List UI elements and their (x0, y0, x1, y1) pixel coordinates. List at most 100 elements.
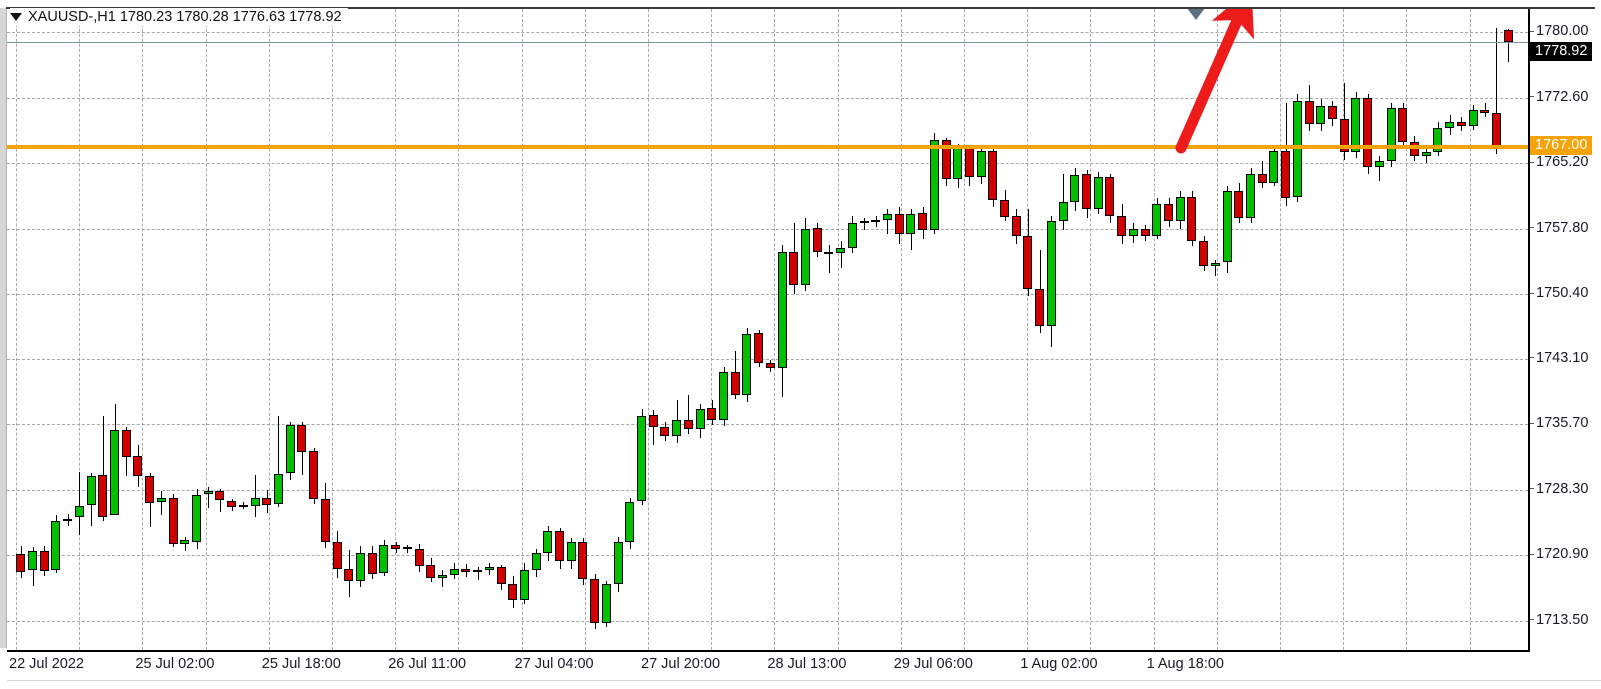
gridline-vertical (900, 9, 902, 650)
gridline-horizontal (7, 228, 1528, 230)
candle-wick (829, 244, 830, 273)
gridline-vertical (1280, 9, 1281, 650)
candle-wick (478, 566, 479, 581)
candle-body-bullish (63, 518, 72, 521)
candle-body-bearish (1328, 106, 1337, 119)
candle-body-bearish (813, 227, 822, 252)
price-tick: 1757.80 (1530, 220, 1588, 236)
chart-scrollbar[interactable] (0, 8, 7, 648)
order-level-line[interactable] (7, 145, 1528, 150)
gridline-horizontal (7, 358, 1528, 360)
candle-body-bearish (1340, 118, 1349, 153)
candle-body-bullish (1070, 174, 1079, 202)
candle-body-bullish (1387, 108, 1396, 162)
candle-body-bearish (368, 552, 377, 574)
price-scale[interactable]: 1780.00 1772.60 1765.20 1757.80 1750.40 1743.… (1530, 9, 1601, 650)
candle-body-bearish (1199, 240, 1208, 266)
price-tick: 1735.70 (1530, 415, 1588, 431)
candle-wick (1496, 28, 1497, 155)
candle-body-bullish (1445, 122, 1454, 128)
candle-body-bullish (1433, 127, 1442, 153)
order-level-badge[interactable]: 1767.00 (1530, 136, 1593, 156)
candle-body-bullish (836, 248, 845, 254)
candle-body-bullish (871, 219, 880, 222)
candle-body-bearish (344, 568, 353, 581)
candle-body-bullish (696, 409, 705, 429)
candle-body-bearish (1480, 109, 1489, 114)
candle-body-bullish (1375, 161, 1384, 167)
chart-plot-area[interactable] (7, 9, 1530, 652)
candle-body-bearish (1105, 177, 1114, 217)
candle-body-bullish (251, 497, 260, 506)
candle-body-bearish (1141, 228, 1150, 236)
candle-body-bullish (75, 505, 84, 518)
candle-body-bearish (145, 476, 154, 504)
candle-wick (1379, 155, 1380, 181)
candle-body-bearish (1000, 200, 1009, 218)
candle-body-bearish (262, 497, 271, 505)
symbol-header: XAUUSD-,H1 1780.23 1780.28 1776.63 1778.… (10, 8, 348, 26)
candle-body-bullish (1047, 221, 1056, 326)
candle-body-bearish (731, 371, 740, 395)
candle-body-bearish (1164, 203, 1173, 222)
candle-body-bullish (860, 221, 869, 224)
candle-body-bullish (1129, 228, 1138, 236)
candle-body-bearish (649, 415, 658, 427)
candle-body-bullish (883, 214, 892, 220)
candle-body-bearish (391, 544, 400, 550)
bid-price-line (7, 41, 1528, 43)
sell-position-marker[interactable] (1187, 9, 1205, 20)
candle-wick (442, 570, 443, 588)
candle-wick (103, 416, 104, 521)
candle-body-bullish (1152, 203, 1161, 236)
candle-body-bullish (110, 430, 119, 516)
price-tick: 1743.10 (1530, 350, 1588, 366)
candle-body-bullish (953, 148, 962, 179)
candle-body-bullish (1223, 191, 1232, 263)
candle-body-bullish (1176, 196, 1185, 222)
candle-body-bearish (1281, 150, 1290, 199)
gridline-vertical (1216, 9, 1218, 650)
candle-body-bearish (1012, 216, 1021, 236)
gridline-vertical (268, 9, 270, 650)
gridline-horizontal (7, 97, 1528, 99)
price-tick: 1728.30 (1530, 481, 1588, 497)
gridline-vertical (1406, 9, 1408, 650)
price-tick: 1720.90 (1530, 546, 1588, 562)
candle-body-bearish (133, 456, 142, 477)
time-tick: 25 Jul 02:00 (135, 656, 215, 672)
candle-body-bullish (379, 544, 388, 573)
candle-body-bullish (1094, 177, 1103, 210)
candle-body-bearish (895, 214, 904, 234)
top-divider (6, 7, 1595, 9)
triangle-down-icon[interactable] (10, 13, 22, 21)
candle-body-bearish (321, 498, 330, 542)
candle-body-bearish (333, 541, 342, 569)
candle-body-bearish (754, 333, 763, 364)
candle-body-bearish (1305, 101, 1314, 125)
candle-body-bearish (766, 363, 775, 369)
time-tick: 26 Jul 11:00 (388, 656, 467, 672)
candle-wick (161, 490, 162, 516)
candle-body-bearish (461, 568, 470, 573)
candle-body-bullish (485, 566, 494, 571)
gridline-vertical (458, 9, 460, 650)
candle-body-bearish (1363, 97, 1372, 167)
candle-body-bearish (227, 501, 236, 507)
price-tick: 1772.60 (1530, 89, 1588, 105)
candle-body-bullish (1422, 152, 1431, 156)
time-tick: 1 Aug 02:00 (1020, 656, 1098, 672)
candle-wick (887, 209, 888, 234)
candle-body-bearish (988, 150, 997, 201)
price-tick: 1713.50 (1530, 612, 1588, 628)
gridline-vertical (332, 9, 333, 650)
candle-wick (278, 416, 279, 508)
candle-body-bullish (672, 419, 681, 436)
candle-body-bullish (801, 228, 810, 286)
gridline-horizontal (7, 489, 1528, 491)
time-scale[interactable]: 22 Jul 2022 25 Jul 02:00 25 Jul 18:00 26 Ju… (7, 652, 1528, 682)
candle-body-bearish (1504, 30, 1513, 42)
candle-body-bullish (520, 570, 529, 600)
price-tick: 1765.20 (1530, 154, 1588, 170)
